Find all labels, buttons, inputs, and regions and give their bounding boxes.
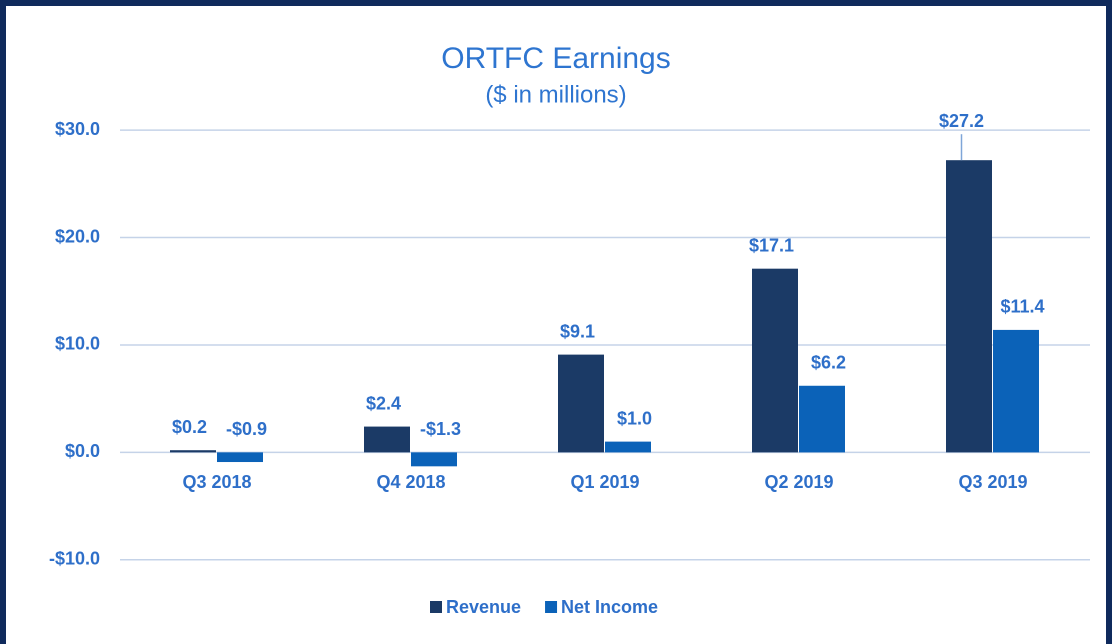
- value-label: $9.1: [560, 321, 595, 341]
- value-label: $17.1: [749, 235, 794, 255]
- x-tick-label: Q3 2018: [182, 472, 251, 492]
- bar: [558, 354, 604, 453]
- y-tick-label: $10.0: [55, 334, 100, 354]
- legend-swatch: [430, 601, 442, 613]
- bar: [605, 441, 651, 453]
- value-label: -$0.9: [226, 419, 267, 439]
- legend-swatch: [545, 601, 558, 613]
- y-tick-label: -$10.0: [49, 549, 100, 569]
- value-label: $0.2: [172, 417, 207, 437]
- value-label: $11.4: [1000, 297, 1044, 317]
- y-tick-label: $20.0: [55, 226, 100, 246]
- x-tick-label: Q2 2019: [764, 472, 833, 492]
- bar: [170, 450, 216, 453]
- bar: [993, 329, 1039, 453]
- x-tick-label: Q3 2019: [958, 472, 1027, 492]
- x-tick-label: Q4 2018: [376, 472, 445, 492]
- value-label: $1.0: [617, 408, 652, 428]
- legend-label: Net Income: [561, 597, 658, 617]
- bar: [799, 385, 845, 453]
- bar: [411, 452, 457, 467]
- value-label: $6.2: [811, 353, 846, 373]
- legend-label: Revenue: [446, 597, 521, 617]
- value-label: -$1.3: [420, 419, 461, 439]
- value-label: $27.2: [939, 111, 984, 131]
- chart-title: ORTFC Earnings: [441, 42, 671, 75]
- bar: [752, 268, 798, 453]
- bar: [217, 452, 263, 463]
- chart-subtitle: ($ in millions): [485, 81, 626, 108]
- y-tick-label: $0.0: [65, 441, 100, 461]
- bar: [946, 160, 992, 453]
- y-tick-label: $30.0: [55, 119, 100, 139]
- x-tick-label: Q1 2019: [570, 472, 639, 492]
- value-label: $2.4: [366, 393, 401, 413]
- bar: [364, 426, 410, 453]
